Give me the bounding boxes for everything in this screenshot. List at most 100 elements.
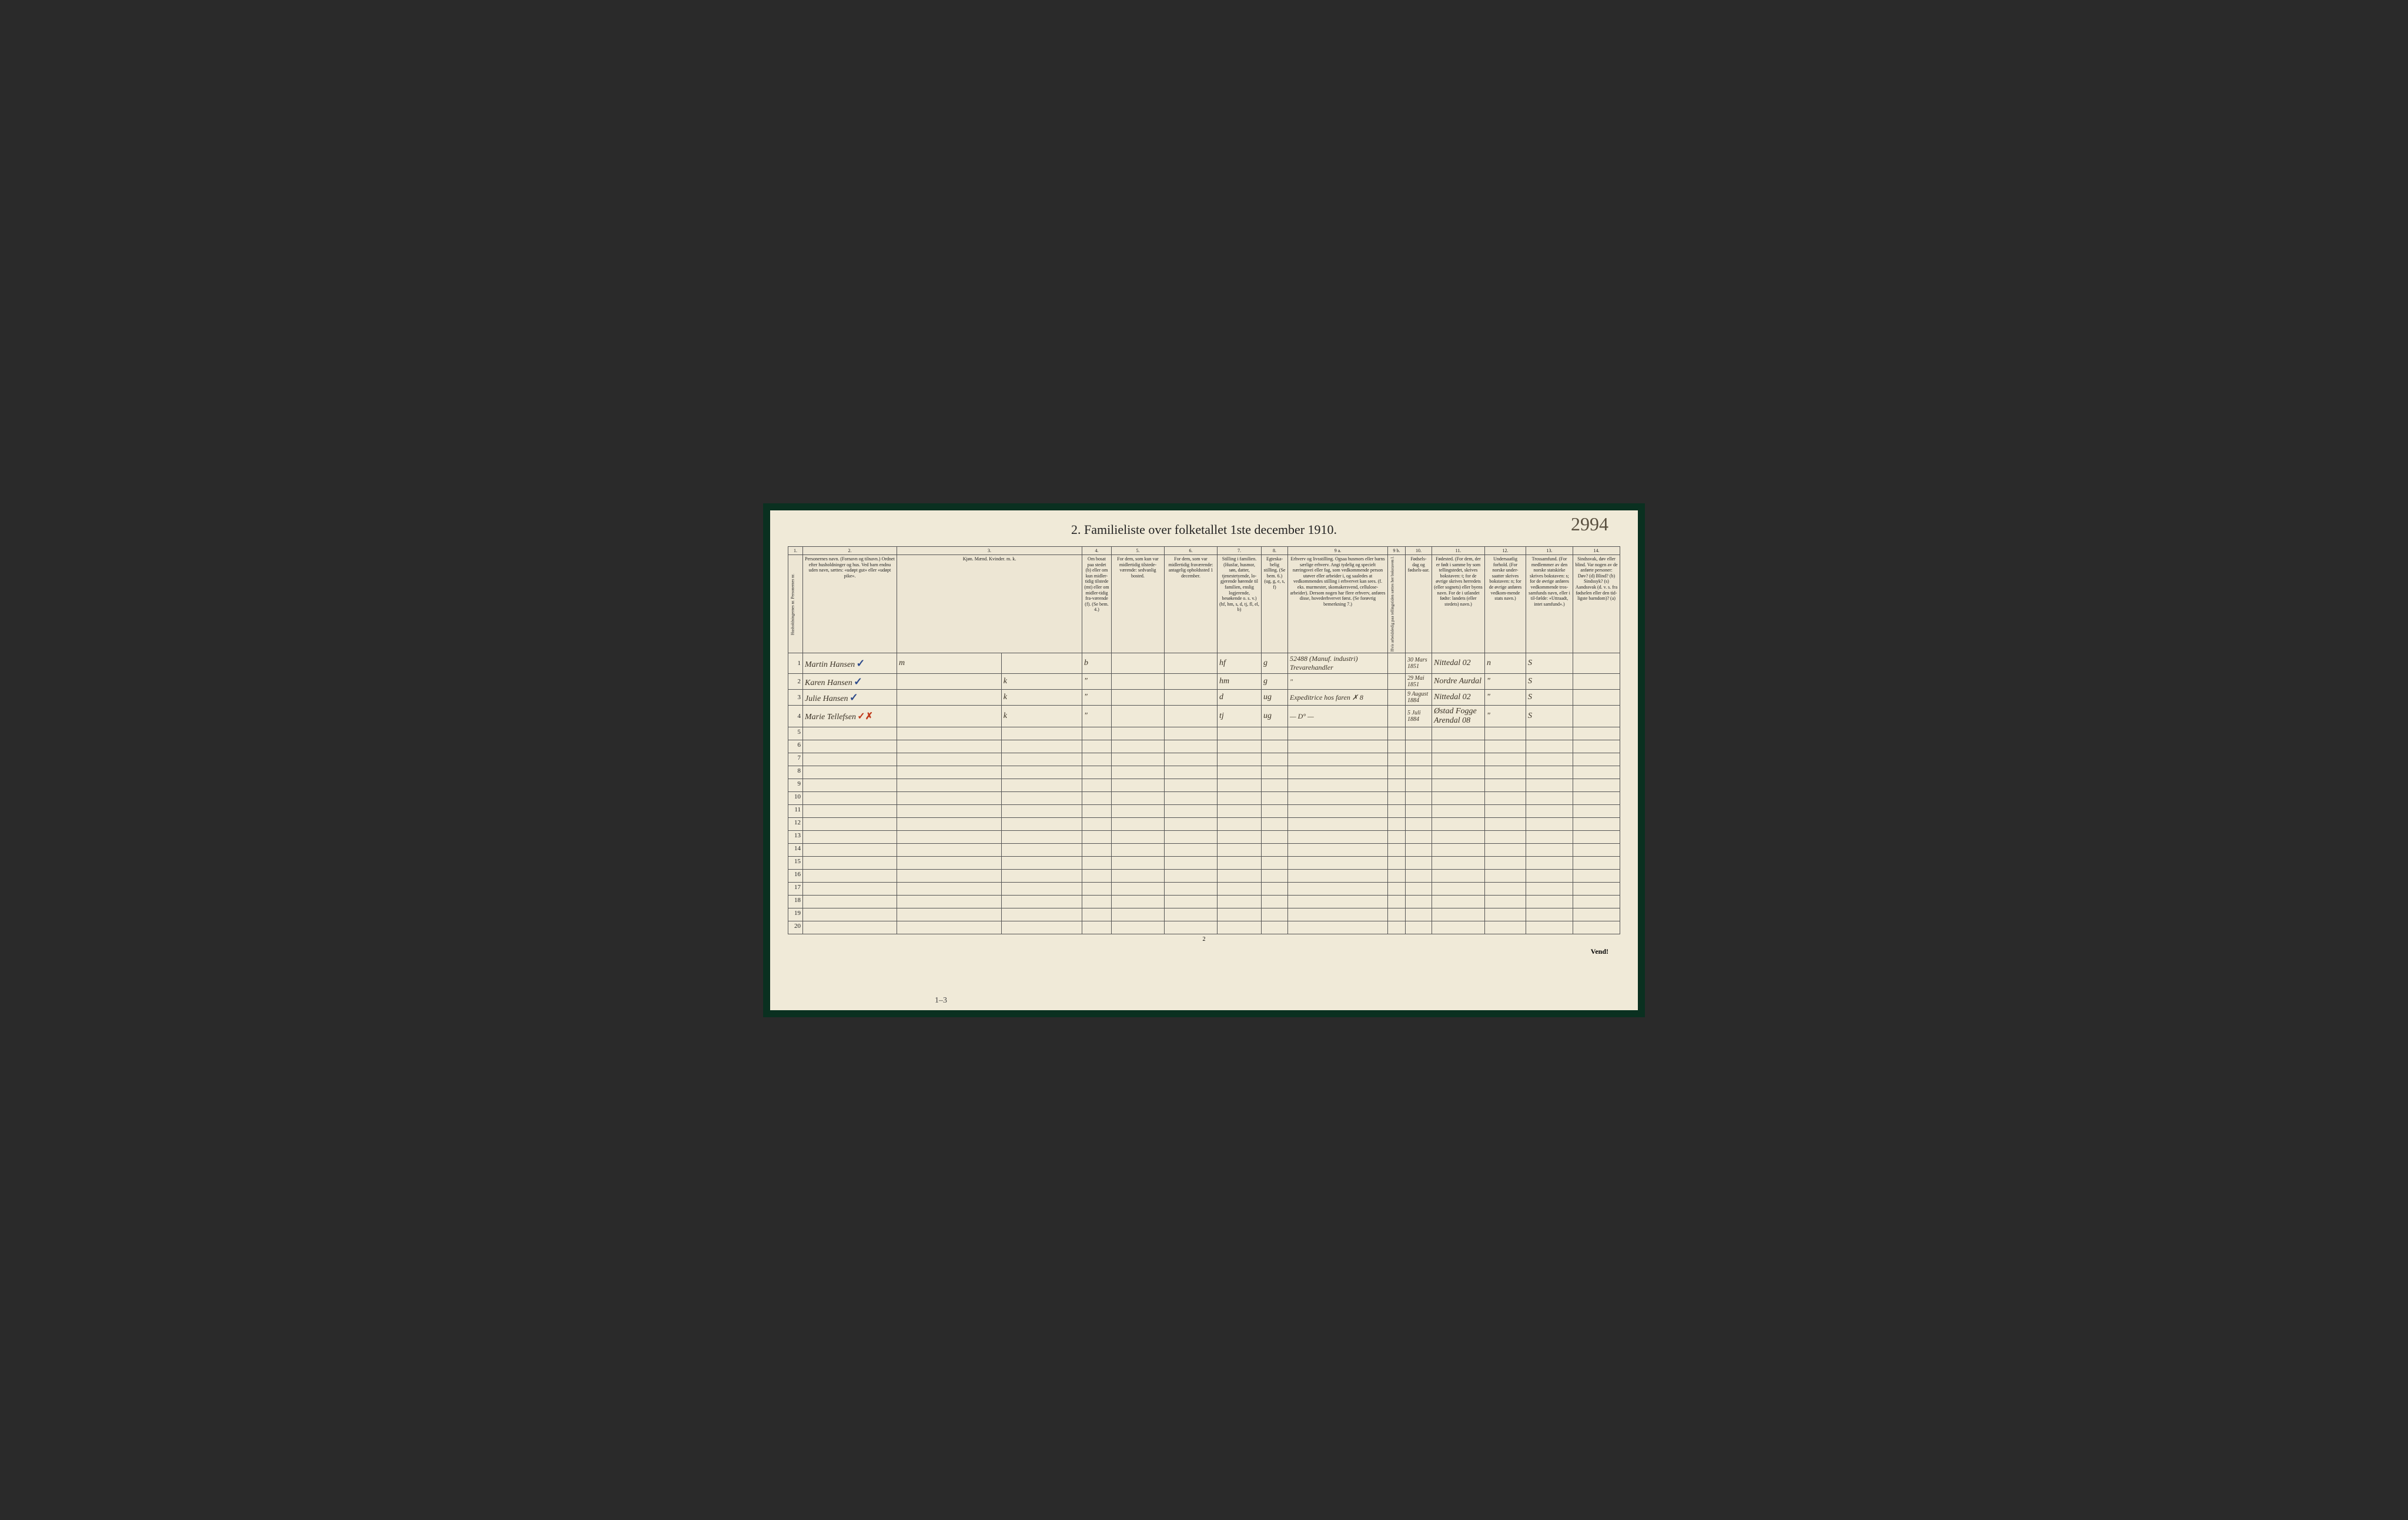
cell-faith: S (1526, 690, 1573, 706)
column-header-row: Husholdningernes nr. Personernes nr. Per… (788, 555, 1620, 653)
cell-empty (1082, 805, 1112, 818)
cell-empty (1485, 870, 1526, 883)
cell-col9b (1388, 674, 1406, 690)
cell-empty (1001, 844, 1082, 857)
cell-empty (1288, 740, 1388, 753)
header-col2: Personernes navn. (Fornavn og tilnavn.) … (803, 555, 897, 653)
cell-empty (1112, 857, 1165, 870)
cell-col14 (1573, 674, 1620, 690)
cell-empty (1001, 805, 1082, 818)
cell-empty (1526, 779, 1573, 792)
table-row: 14 (788, 844, 1620, 857)
cell-position: hm (1218, 674, 1262, 690)
cell-empty (1406, 818, 1432, 831)
cell-empty (1001, 753, 1082, 766)
cell-sex-m (897, 706, 1002, 727)
cell-empty (1526, 870, 1573, 883)
cell-empty (1406, 740, 1432, 753)
header-col4: Om bosat paa stedet (b) eller om kun mid… (1082, 555, 1112, 653)
cell-empty (1165, 870, 1218, 883)
cell-empty (1262, 883, 1288, 896)
cell-empty (1388, 844, 1406, 857)
cell-empty (1001, 766, 1082, 779)
cell-empty (1262, 870, 1288, 883)
row-number: 11 (788, 805, 803, 818)
cell-sex-m (897, 674, 1002, 690)
cell-empty (1112, 921, 1165, 934)
cell-empty (1082, 844, 1112, 857)
header-col5: For dem, som kun var midlertidig tilsted… (1112, 555, 1165, 653)
cell-empty (1288, 921, 1388, 934)
cell-empty (1485, 921, 1526, 934)
cell-empty (1573, 727, 1620, 740)
cell-empty (1406, 727, 1432, 740)
cell-empty (1082, 921, 1112, 934)
cell-empty (1001, 857, 1082, 870)
cell-empty (1573, 908, 1620, 921)
cell-empty (803, 805, 897, 818)
col-num-8: 8. (1262, 546, 1288, 555)
cell-empty (803, 740, 897, 753)
header-col7: Stilling i familien. (Husfar, husmor, sø… (1218, 555, 1262, 653)
cell-empty (1001, 818, 1082, 831)
cell-empty (1082, 792, 1112, 805)
cell-empty (803, 896, 897, 908)
cell-empty (1082, 831, 1112, 844)
cell-birthplace: Nittedal 02 (1432, 690, 1485, 706)
cell-empty (1388, 908, 1406, 921)
col-num-1: 1. (788, 546, 803, 555)
cell-empty (1406, 908, 1432, 921)
cell-empty (1082, 779, 1112, 792)
cell-faith: S (1526, 674, 1573, 690)
cell-sex-k (1001, 653, 1082, 674)
cell-empty (1406, 857, 1432, 870)
cell-sex-k: k (1001, 706, 1082, 727)
cell-empty (1432, 896, 1485, 908)
cell-position: hf (1218, 653, 1262, 674)
cell-residence: " (1082, 690, 1112, 706)
cell-empty (1432, 831, 1485, 844)
cell-empty (1485, 727, 1526, 740)
cell-empty (1388, 753, 1406, 766)
cell-empty (1388, 727, 1406, 740)
row-number: 13 (788, 831, 803, 844)
cell-citizen: " (1485, 690, 1526, 706)
cell-empty (1406, 831, 1432, 844)
cell-empty (1165, 727, 1218, 740)
cell-empty (1082, 740, 1112, 753)
cell-empty (1485, 883, 1526, 896)
cell-empty (1165, 805, 1218, 818)
cell-name: Karen Hansen ✓ (803, 674, 897, 690)
cell-empty (1288, 908, 1388, 921)
cell-col14 (1573, 653, 1620, 674)
cell-empty (1288, 792, 1388, 805)
cell-empty (1573, 883, 1620, 896)
cell-empty (1165, 921, 1218, 934)
cell-empty (1288, 753, 1388, 766)
cell-empty (1262, 857, 1288, 870)
cell-col14 (1573, 690, 1620, 706)
cell-empty (1406, 805, 1432, 818)
cell-empty (1485, 766, 1526, 779)
cell-empty (1082, 870, 1112, 883)
col-num-10: 10. (1406, 546, 1432, 555)
cell-empty (1218, 870, 1262, 883)
cell-empty (803, 727, 897, 740)
table-row: 2 Karen Hansen ✓ k " hm g " 29 Mai 1851 … (788, 674, 1620, 690)
cell-occupation: — D° — (1288, 706, 1388, 727)
col-num-5: 5. (1112, 546, 1165, 555)
cell-empty (1082, 908, 1112, 921)
table-row: 13 (788, 831, 1620, 844)
cell-empty (897, 779, 1002, 792)
cell-empty (1526, 844, 1573, 857)
cell-empty (1262, 908, 1288, 921)
cell-empty (1112, 753, 1165, 766)
cell-empty (1218, 805, 1262, 818)
row-number: 3 (788, 690, 803, 706)
cell-empty (1165, 740, 1218, 753)
cell-name: Julie Hansen ✓ (803, 690, 897, 706)
cell-sex-m (897, 690, 1002, 706)
cell-empty (1082, 753, 1112, 766)
cell-empty (1001, 896, 1082, 908)
cell-empty (897, 883, 1002, 896)
